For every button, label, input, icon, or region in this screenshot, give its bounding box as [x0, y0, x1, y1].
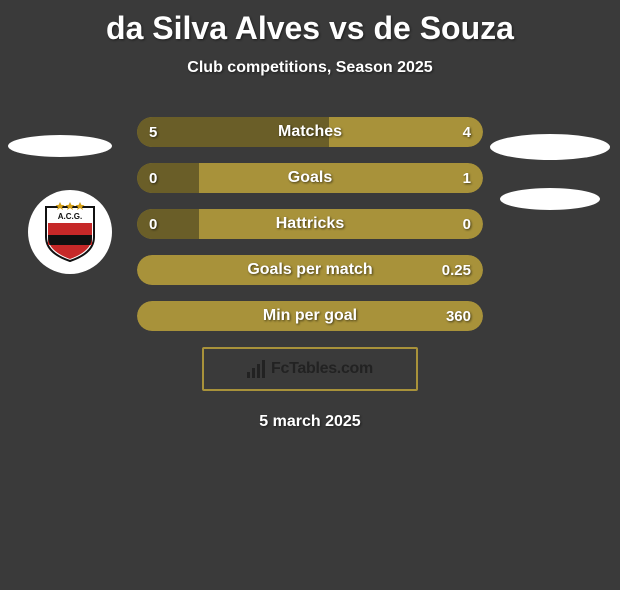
attribution-brand: FcTables.com [271, 360, 373, 378]
stat-label: Matches [137, 117, 483, 147]
club-badge: A.C.G. [28, 190, 112, 274]
page-title: da Silva Alves vs de Souza [0, 10, 620, 47]
decor-ellipse-right-1 [490, 134, 610, 160]
decor-ellipse-right-2 [500, 188, 600, 210]
stat-label: Goals [137, 163, 483, 193]
stat-label: Hattricks [137, 209, 483, 239]
stat-label: Min per goal [137, 301, 483, 331]
stat-value-left: 0 [149, 163, 157, 193]
stat-value-right: 4 [463, 117, 471, 147]
stat-label: Goals per match [137, 255, 483, 285]
bars-icon [247, 360, 265, 378]
decor-ellipse-left [8, 135, 112, 157]
shield-icon: A.C.G. [42, 201, 98, 263]
stat-row: Goals per match0.25 [137, 255, 483, 285]
subtitle: Club competitions, Season 2025 [0, 59, 620, 77]
stat-row: Matches5 4 [137, 117, 483, 147]
stat-value-right: 360 [446, 301, 471, 331]
date-label: 5 march 2025 [0, 413, 620, 431]
stat-value-left: 0 [149, 209, 157, 239]
stat-row: Goals0 1 [137, 163, 483, 193]
svg-text:A.C.G.: A.C.G. [58, 212, 82, 221]
stat-row: Hattricks0 0 [137, 209, 483, 239]
stat-value-right: 0.25 [442, 255, 471, 285]
attribution-box: FcTables.com [202, 347, 418, 391]
stat-value-right: 0 [463, 209, 471, 239]
stat-value-right: 1 [463, 163, 471, 193]
stat-row: Min per goal360 [137, 301, 483, 331]
stat-value-left: 5 [149, 117, 157, 147]
